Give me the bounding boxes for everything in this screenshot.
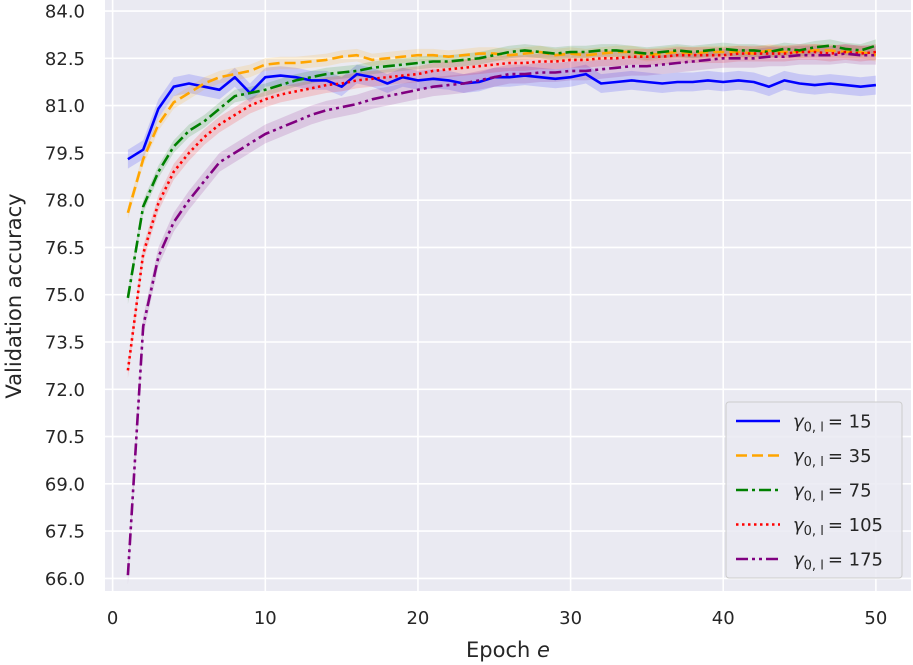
y-tick-label: 79.5 <box>45 143 85 164</box>
legend-label: γ0, l = 35 <box>793 446 872 470</box>
legend: γ0, l = 15 γ0, l = 35 γ0, l = 75 γ0, l = 105 γ0,… <box>725 401 903 579</box>
x-tick-label: 0 <box>107 608 118 629</box>
series-lines <box>126 44 877 576</box>
series-line-3 <box>126 44 877 299</box>
legend-label: γ0, l = 175 <box>793 550 883 574</box>
x-tick-label: 40 <box>712 608 735 629</box>
confidence-bands <box>127 39 876 585</box>
y-axis-label: Validation accuracy <box>2 193 26 398</box>
y-tick-label: 81.0 <box>45 96 85 117</box>
series-line-2 <box>126 49 877 214</box>
y-tick-label: 70.5 <box>45 427 85 448</box>
y-tick-label: 66.0 <box>45 569 85 590</box>
y-tick-label: 72.0 <box>45 380 85 401</box>
series-line-1 <box>127 72 877 161</box>
y-tick-label: 78.0 <box>45 191 85 212</box>
x-tick-label: 30 <box>559 608 582 629</box>
y-tick-label: 75.0 <box>45 285 85 306</box>
legend-label: γ0, l = 75 <box>793 481 872 505</box>
x-tick-label: 10 <box>254 608 277 629</box>
y-tick-label: 82.5 <box>45 49 85 70</box>
y-tick-labels: 66.0 67.5 69.0 70.5 72.0 73.5 75.0 76.5 78.0 79.5… <box>45 2 85 590</box>
y-tick-label: 67.5 <box>45 522 85 543</box>
x-axis-label: Epoch e <box>466 638 550 662</box>
y-tick-label: 69.0 <box>45 474 85 495</box>
legend-frame <box>725 401 903 579</box>
y-tick-label: 76.5 <box>45 238 85 259</box>
x-tick-label: 50 <box>864 608 887 629</box>
x-tick-labels: 0 10 20 30 40 50 <box>107 608 887 629</box>
y-tick-label: 84.0 <box>45 2 85 23</box>
y-tick-label: 73.5 <box>45 332 85 353</box>
series-band-1 <box>127 64 876 169</box>
legend-label: γ0, l = 15 <box>793 412 872 436</box>
legend-label: γ0, l = 105 <box>793 515 883 539</box>
x-tick-label: 20 <box>406 608 429 629</box>
